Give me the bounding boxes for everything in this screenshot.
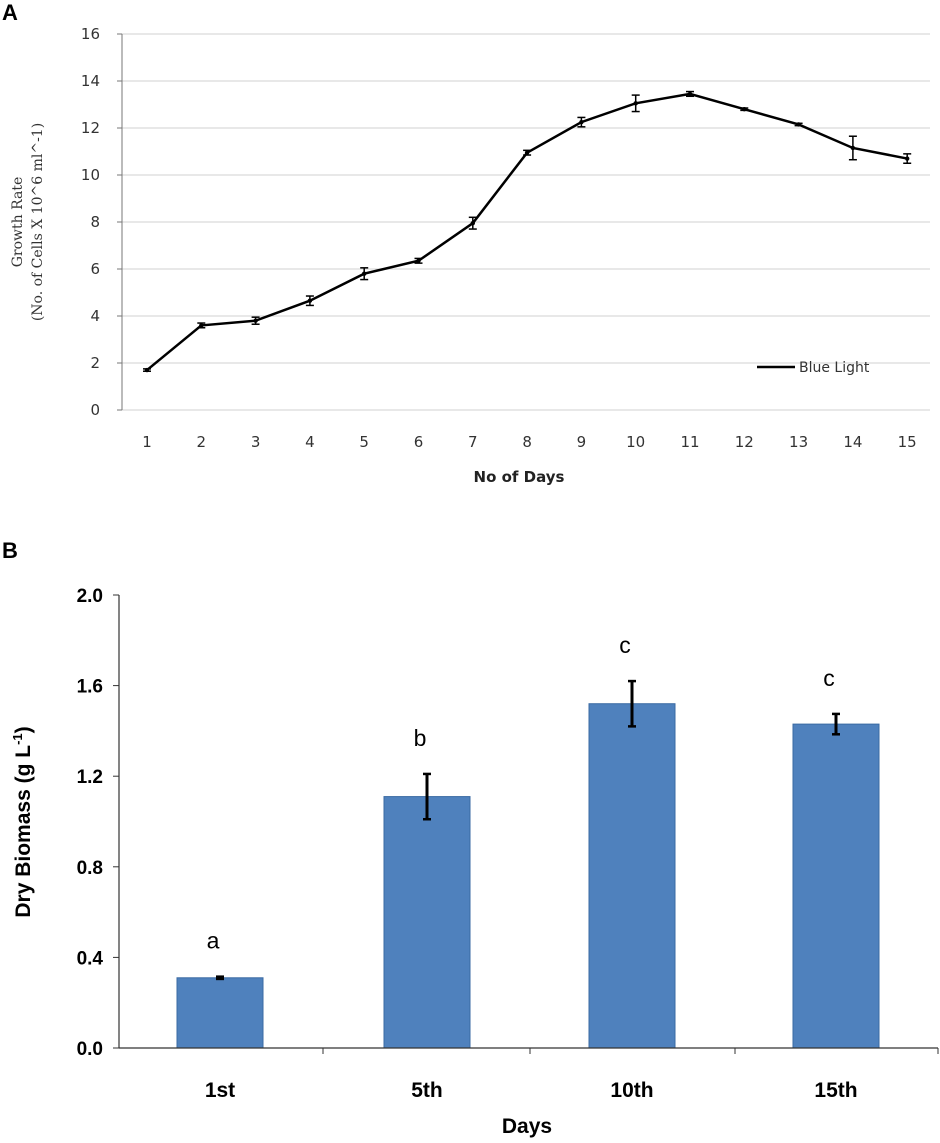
a-x-tick-label: 4 bbox=[305, 433, 315, 451]
a-x-axis-label: No of Days bbox=[474, 468, 565, 486]
a-legend: Blue Light bbox=[757, 360, 870, 376]
a-x-tick-label: 7 bbox=[468, 433, 478, 451]
b-bar bbox=[383, 796, 471, 1049]
a-x-tick-label: 3 bbox=[251, 433, 261, 451]
a-x-tick-label: 11 bbox=[680, 433, 699, 451]
b-x-tick-label: 15th bbox=[814, 1079, 857, 1102]
b-significance-letter: a bbox=[207, 928, 220, 954]
b-y-tick-label: 1.6 bbox=[77, 677, 103, 698]
a-y-tick-label: 2 bbox=[90, 354, 100, 372]
b-significance-letter: b bbox=[414, 725, 427, 751]
a-y-tick-label: 16 bbox=[81, 25, 100, 43]
b-bar bbox=[176, 977, 264, 1049]
a-x-tick-label: 10 bbox=[626, 433, 645, 451]
a-error-bar bbox=[794, 122, 803, 127]
b-bar-group: c 10th bbox=[588, 632, 676, 1102]
panel-label-b: B bbox=[2, 538, 18, 563]
a-error-bar bbox=[197, 322, 206, 329]
a-data-point bbox=[850, 145, 856, 151]
a-data-point bbox=[524, 150, 530, 155]
b-bar-group: b 5th bbox=[383, 725, 471, 1102]
b-bar-group: c 15th bbox=[792, 665, 880, 1102]
a-error-bar bbox=[414, 257, 423, 264]
a-y-tick-label: 12 bbox=[81, 119, 100, 137]
a-data-point bbox=[796, 122, 801, 127]
a-y-tick-label: 8 bbox=[90, 213, 100, 231]
a-error-bar bbox=[740, 107, 749, 112]
b-y-tick-label: 2.0 bbox=[77, 586, 103, 607]
a-data-point bbox=[199, 323, 204, 328]
a-error-bar bbox=[305, 295, 314, 307]
a-x-tick-label: 15 bbox=[898, 433, 917, 451]
b-significance-letter: c bbox=[619, 632, 631, 658]
a-error-bar bbox=[903, 153, 912, 164]
a-x-tick-label: 1 bbox=[142, 433, 152, 451]
chart-b-dry-biomass: 0.0 0.4 0.8 1.2 1.6 2.0 a 1st b 5th c 10th c 15th Da… bbox=[10, 586, 939, 1138]
a-data-point bbox=[633, 101, 638, 106]
a-x-tick-label: 14 bbox=[843, 433, 862, 451]
a-y-tick-label: 4 bbox=[90, 307, 100, 325]
a-y-tick-label: 14 bbox=[81, 72, 100, 90]
a-error-bar bbox=[468, 216, 477, 230]
a-data-point bbox=[687, 91, 693, 97]
a-error-bar bbox=[360, 267, 369, 281]
b-y-tick-label: 0.4 bbox=[77, 948, 104, 969]
panel-label-a: A bbox=[2, 0, 18, 25]
a-data-point bbox=[253, 318, 258, 323]
a-data-point bbox=[144, 367, 150, 373]
a-error-bar bbox=[577, 116, 586, 128]
b-bar-group: a 1st bbox=[176, 928, 264, 1102]
a-error-bar bbox=[143, 367, 151, 373]
b-x-axis-label: Days bbox=[502, 1115, 552, 1138]
a-error-bar bbox=[848, 135, 857, 161]
a-x-tick-label: 12 bbox=[735, 433, 754, 451]
a-error-bar bbox=[631, 94, 640, 113]
a-series-line-blue-light bbox=[146, 92, 908, 372]
b-y-tick-label: 0.0 bbox=[77, 1039, 103, 1060]
a-error-bar bbox=[251, 316, 260, 325]
a-x-tick-label: 5 bbox=[359, 433, 369, 451]
a-y-axis-label-line1: Growth Rate bbox=[10, 177, 26, 268]
a-y-tick-label: 6 bbox=[90, 260, 100, 278]
b-bar bbox=[588, 703, 676, 1049]
b-bar bbox=[792, 723, 880, 1049]
a-x-tick-label: 6 bbox=[414, 433, 424, 451]
b-significance-letter: c bbox=[823, 665, 835, 691]
a-error-bar bbox=[523, 149, 532, 156]
b-x-tick-label: 10th bbox=[610, 1079, 653, 1102]
a-data-point bbox=[470, 220, 475, 226]
b-y-tick-label: 0.8 bbox=[77, 858, 103, 879]
a-legend-label: Blue Light bbox=[799, 360, 870, 376]
b-y-tick-label: 1.2 bbox=[77, 767, 103, 788]
a-x-tick-label: 8 bbox=[522, 433, 532, 451]
a-error-bar bbox=[686, 90, 694, 98]
a-data-point bbox=[579, 119, 584, 125]
a-data-point bbox=[905, 156, 910, 161]
a-data-point bbox=[362, 271, 367, 276]
a-data-point bbox=[416, 258, 421, 263]
a-y-tick-label: 0 bbox=[90, 401, 100, 419]
a-data-point bbox=[742, 107, 747, 112]
b-x-tick-label: 5th bbox=[411, 1079, 443, 1102]
a-y-axis-label-line2: (No. of Cells X 10^6 ml^-1) bbox=[30, 123, 46, 321]
b-x-tick-label: 1st bbox=[205, 1079, 235, 1102]
a-x-tick-label: 13 bbox=[789, 433, 808, 451]
b-y-axis-label: Dry Biomass (g L-1) bbox=[10, 726, 35, 917]
a-y-tick-label: 10 bbox=[81, 166, 100, 184]
a-x-tick-label: 2 bbox=[197, 433, 207, 451]
a-data-point bbox=[307, 298, 313, 303]
a-x-tick-label: 9 bbox=[577, 433, 587, 451]
